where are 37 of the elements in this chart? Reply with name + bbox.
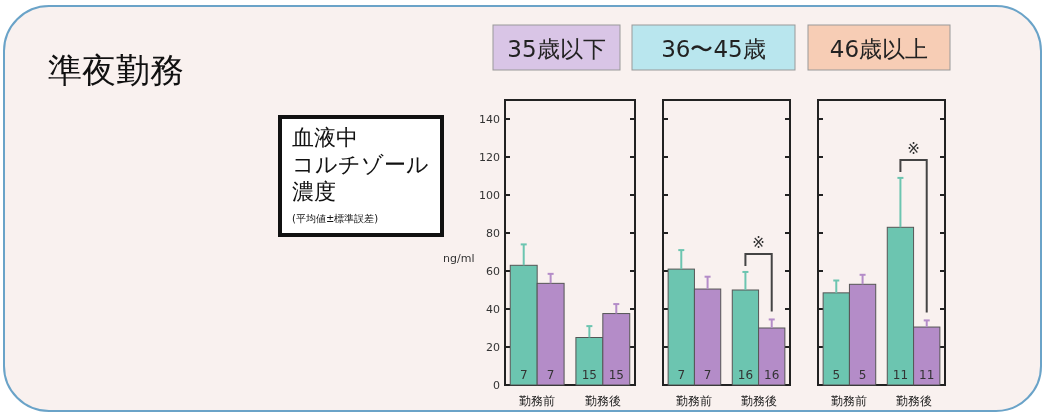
- x-tick-label: 勤務後: [740, 394, 777, 408]
- annotation: 16: [764, 368, 780, 382]
- y-tick-label: 100: [479, 189, 500, 202]
- y-tick-label: 40: [486, 303, 500, 316]
- y-tick-label: 120: [479, 151, 500, 164]
- chart-title: 36〜45歳: [661, 36, 766, 62]
- chart-title: 35歳以下: [507, 36, 606, 62]
- annotation: 5: [832, 368, 841, 382]
- y-axis-title: ng/ml: [443, 252, 475, 265]
- text: (平均値±標準誤差): [292, 213, 379, 224]
- chart-title: 46歳以上: [829, 36, 929, 62]
- x-tick-label: 勤務後: [895, 394, 932, 408]
- x-tick-label: 勤務前: [519, 394, 556, 408]
- annotation: 7: [546, 368, 555, 382]
- annotation: ※: [752, 233, 765, 252]
- annotation: 5: [858, 368, 867, 382]
- annotation: 15: [581, 368, 598, 382]
- x-tick-label: 勤務前: [831, 394, 868, 408]
- y-tick-label: 60: [486, 265, 500, 278]
- y-tick-label: 80: [486, 227, 500, 240]
- y-tick-label: 140: [479, 113, 500, 126]
- annotation: 15: [608, 368, 624, 382]
- annotation: 11: [892, 368, 909, 382]
- annotation: 16: [737, 368, 754, 382]
- text: コルチゾール: [292, 152, 429, 177]
- text: 血液中: [292, 125, 358, 150]
- x-tick-label: 勤務後: [584, 394, 621, 408]
- annotation: 11: [919, 368, 935, 382]
- text: 準夜勤務: [48, 50, 184, 90]
- text: 濃度: [292, 179, 336, 204]
- annotation: 7: [677, 368, 686, 382]
- annotation: 7: [519, 368, 528, 382]
- annotation: ※: [907, 139, 920, 158]
- annotation: 7: [703, 368, 712, 382]
- y-tick-label: 0: [493, 379, 500, 392]
- y-tick-label: 20: [486, 341, 500, 354]
- x-tick-label: 勤務前: [676, 394, 713, 408]
